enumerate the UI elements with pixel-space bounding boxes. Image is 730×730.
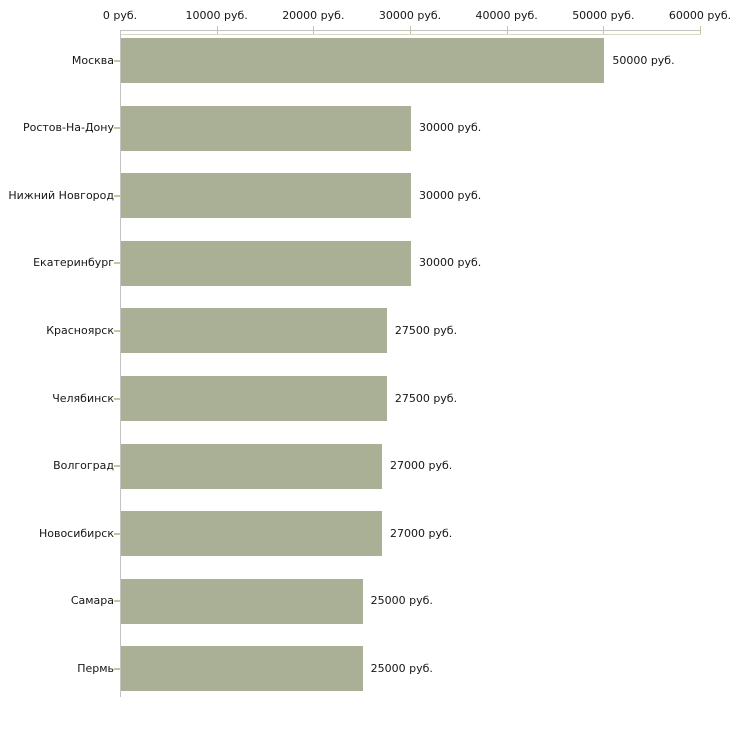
- bar: [121, 376, 387, 421]
- bar: [121, 443, 382, 489]
- bar: [121, 511, 382, 557]
- y-axis-tick: [114, 667, 120, 670]
- y-axis-tick: [114, 600, 120, 603]
- value-label: 27000 руб.: [390, 459, 453, 473]
- value-label: 27500 руб.: [394, 391, 458, 405]
- category-label: Самара: [70, 594, 114, 608]
- y-axis-tick: [114, 329, 120, 332]
- value-label: 25000 руб.: [370, 661, 433, 675]
- bar: [121, 578, 363, 624]
- category-label: Москва: [71, 53, 114, 67]
- category-label: Новосибирск: [38, 526, 114, 540]
- x-axis-tick-label: 0 руб.: [102, 9, 138, 22]
- y-axis-tick: [114, 465, 120, 468]
- x-axis-tick-label: 30000 руб.: [378, 9, 442, 22]
- x-axis-tick-label: 50000 руб.: [572, 9, 635, 22]
- bar: [121, 173, 411, 219]
- y-axis-tick: [114, 194, 120, 197]
- value-label: 30000 руб.: [419, 188, 482, 202]
- bar: [121, 308, 387, 354]
- y-axis-tick: [114, 127, 120, 130]
- x-axis-tick-label: 10000 руб.: [185, 9, 248, 22]
- category-label: Ростов-На-Дону: [22, 121, 114, 135]
- value-label: 30000 руб.: [419, 121, 482, 135]
- bar: [121, 38, 605, 83]
- value-label: 50000 руб.: [612, 53, 675, 67]
- category-label: Пермь: [77, 661, 114, 675]
- value-label: 25000 руб.: [370, 594, 433, 608]
- y-axis-tick: [114, 532, 120, 535]
- value-label: 27500 руб.: [394, 323, 458, 337]
- y-axis-tick: [114, 59, 120, 62]
- category-label: Екатеринбург: [33, 256, 114, 270]
- value-label: 30000 руб.: [419, 256, 482, 270]
- category-label: Нижний Новгород: [8, 188, 114, 202]
- category-label: Волгоград: [53, 459, 114, 473]
- bar: [121, 646, 363, 692]
- category-label: Челябинск: [52, 391, 114, 405]
- y-axis-line: [120, 30, 121, 697]
- x-axis-tick-label: 40000 руб.: [475, 9, 538, 22]
- x-axis-line: [120, 30, 701, 31]
- value-label: 27000 руб.: [390, 526, 453, 540]
- category-label: Красноярск: [46, 323, 114, 337]
- bar: [121, 240, 411, 286]
- plot-top-line: [120, 34, 701, 35]
- y-axis-tick: [114, 397, 120, 400]
- x-axis-tick-label: 60000 руб.: [668, 9, 730, 22]
- x-axis-tick-label: 20000 руб.: [282, 9, 345, 22]
- y-axis-tick: [114, 262, 120, 265]
- bar: [121, 105, 411, 151]
